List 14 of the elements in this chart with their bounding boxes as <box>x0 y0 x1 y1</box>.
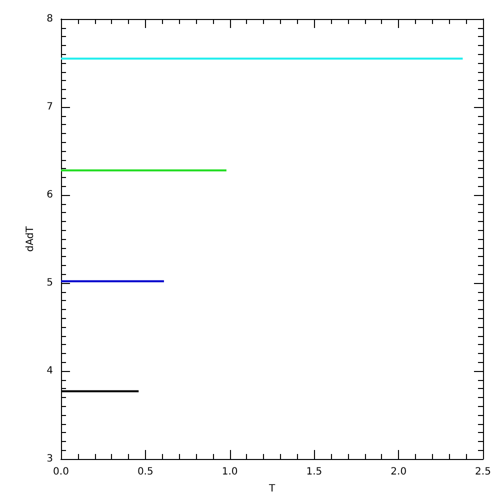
y-tick-label: 7 <box>46 102 53 112</box>
y-tick-label: 4 <box>46 366 53 376</box>
y-tick-label: 8 <box>46 14 53 24</box>
y-axis-title: dAdT <box>25 225 36 252</box>
y-tick-label: 6 <box>46 190 53 200</box>
x-tick-label: 0.5 <box>137 466 154 478</box>
x-axis-title: T <box>268 484 276 494</box>
x-tick-label: 1.5 <box>306 466 322 478</box>
x-tick-label: 2.0 <box>390 466 407 478</box>
x-tick-label: 1.0 <box>222 466 238 478</box>
y-tick-label: 3 <box>46 454 53 464</box>
y-tick-label: 5 <box>46 278 53 288</box>
x-tick-label: 2.5 <box>475 466 491 478</box>
x-tick-label: 0.0 <box>53 466 69 478</box>
